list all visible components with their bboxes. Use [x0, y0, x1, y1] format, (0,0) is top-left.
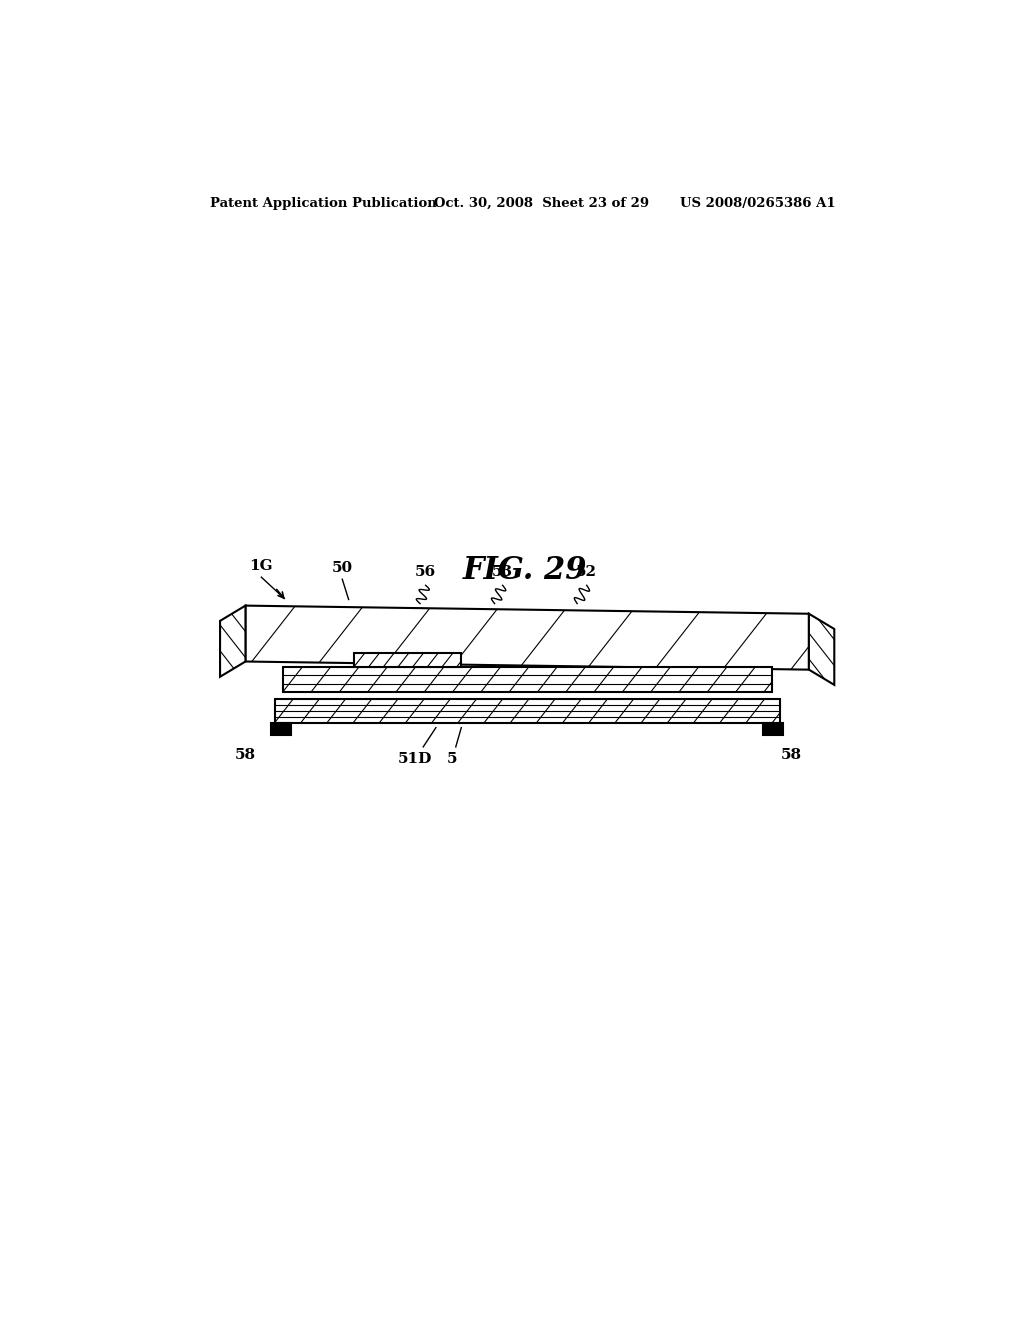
- Text: 52: 52: [577, 565, 597, 579]
- Text: 53: 53: [492, 565, 513, 579]
- Text: 58: 58: [781, 748, 802, 762]
- Polygon shape: [763, 722, 782, 735]
- Polygon shape: [220, 606, 246, 677]
- Text: FIG. 29: FIG. 29: [463, 554, 587, 586]
- Polygon shape: [354, 653, 461, 667]
- Polygon shape: [274, 700, 780, 722]
- Text: 50: 50: [332, 561, 353, 576]
- Polygon shape: [246, 606, 809, 669]
- Text: 58: 58: [234, 748, 256, 762]
- Polygon shape: [809, 614, 835, 685]
- Text: 51D: 51D: [398, 752, 432, 766]
- Text: Patent Application Publication: Patent Application Publication: [210, 197, 436, 210]
- Text: Oct. 30, 2008  Sheet 23 of 29: Oct. 30, 2008 Sheet 23 of 29: [433, 197, 648, 210]
- Polygon shape: [270, 722, 291, 735]
- Text: 56: 56: [415, 565, 436, 579]
- Text: US 2008/0265386 A1: US 2008/0265386 A1: [680, 197, 836, 210]
- Text: 5: 5: [446, 752, 457, 766]
- Text: 1G: 1G: [250, 560, 273, 573]
- Polygon shape: [283, 667, 772, 692]
